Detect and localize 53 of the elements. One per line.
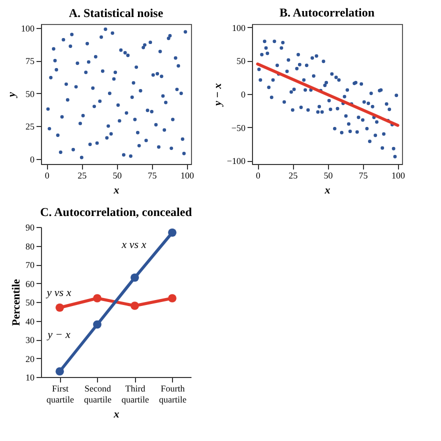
chart-title: B. Autocorrelation: [279, 5, 375, 20]
annotation: y vs x: [46, 287, 72, 299]
x-tick-label: 50: [324, 170, 334, 180]
y-tick-label: 70: [26, 260, 35, 270]
x-axis-title: x: [112, 408, 120, 420]
y-axis-title: y − x: [212, 82, 224, 108]
y-tick-label: 50: [26, 298, 35, 308]
x-tick-label: 25: [78, 170, 88, 180]
x-axis-title: x: [324, 184, 331, 196]
y-tick-label: −50: [231, 122, 246, 133]
y-tick-label: 40: [26, 316, 35, 326]
annotation: y − x: [46, 329, 70, 341]
point: [130, 273, 139, 282]
x-tick-label: 100: [392, 170, 406, 180]
y-tick-label: 90: [26, 222, 35, 232]
point: [93, 294, 102, 302]
y-tick-label: −100: [226, 156, 246, 166]
y-tick-label: 75: [26, 56, 35, 66]
chart-title: A. Statistical noise: [68, 6, 164, 20]
point: [168, 228, 176, 237]
x-tick-label: First quartile: [46, 384, 74, 404]
y-tick-label: 100: [232, 22, 246, 33]
x-tick-label: 25: [288, 170, 298, 180]
y-tick-label: 0: [241, 90, 246, 100]
x-tick-label: 50: [112, 170, 122, 180]
y-tick-label: 100: [21, 23, 35, 34]
y-axis-title: Percentile: [10, 278, 22, 326]
y-tick-label: 30: [26, 335, 35, 345]
annotation: x vs x: [120, 239, 146, 251]
y-axis-title: y: [6, 92, 18, 99]
y-tick-label: 0: [30, 154, 35, 164]
x-tick-label: 100: [180, 170, 195, 180]
x-tick-label: Fourth quartile: [159, 384, 186, 404]
point: [130, 302, 139, 310]
y-tick-label: 60: [26, 278, 35, 289]
y-tick-label: 25: [26, 122, 35, 132]
x-tick-label: 0: [44, 170, 50, 180]
x-tick-label: 0: [256, 170, 261, 180]
point: [168, 294, 176, 302]
point: [56, 367, 64, 376]
x-tick-label: Third quartile: [122, 384, 149, 404]
point: [56, 303, 64, 312]
x-axis-title: x: [112, 184, 120, 196]
x-tick-label: 75: [148, 170, 158, 180]
y-tick-label: 10: [26, 372, 35, 382]
y-tick-label: 80: [26, 241, 35, 252]
y-tick-label: 50: [26, 88, 35, 99]
y-tick-label: 20: [26, 354, 35, 364]
x-tick-label: 75: [358, 170, 368, 180]
x-tick-label: Second quartile: [84, 384, 112, 404]
chart-title: C. Autocorrelation, concealed: [40, 205, 192, 219]
y-tick-label: 50: [236, 56, 246, 66]
point: [93, 320, 102, 329]
